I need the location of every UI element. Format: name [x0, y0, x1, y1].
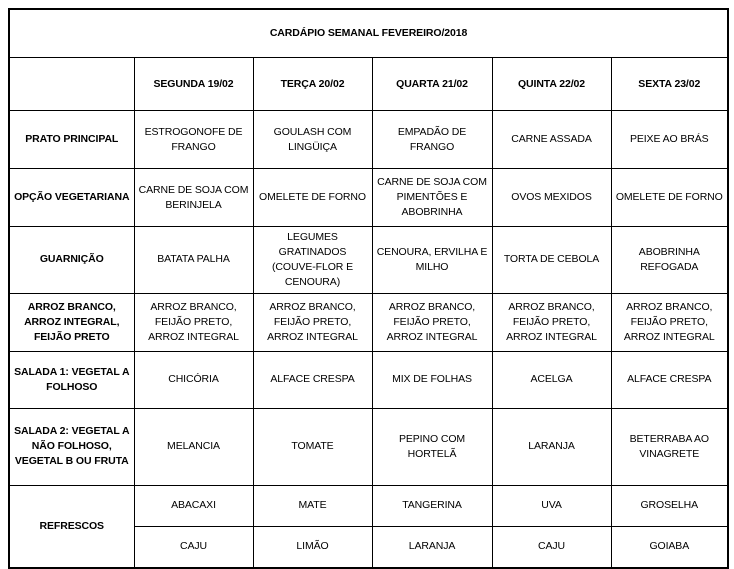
- menu-sheet: CARDÁPIO SEMANAL FEVEREIRO/2018 SEGUNDA …: [8, 8, 730, 569]
- cell-salada2-quinta: LARANJA: [491, 407, 612, 486]
- row-label-arroz-feijao: ARROZ BRANCO, ARROZ INTEGRAL, FEIJÃO PRE…: [8, 292, 135, 352]
- table-row: PRATO PRINCIPAL ESTROGONOFE DE FRANGO GO…: [8, 110, 729, 169]
- cell-refresco2-terca: LIMÃO: [252, 525, 373, 569]
- day-header-quarta: QUARTA 21/02: [371, 57, 493, 111]
- table-row: REFRESCOS ABACAXI MATE TANGERINA UVA GRO…: [8, 484, 729, 569]
- cell-vegetariana-sexta: OMELETE DE FORNO: [610, 168, 729, 227]
- day-header-terca: TERÇA 20/02: [252, 57, 373, 111]
- cell-arroz-segunda: ARROZ BRANCO, FEIJÃO PRETO, ARROZ INTEGR…: [133, 292, 254, 352]
- table-row: SALADA 2: VEGETAL A NÃO FOLHOSO, VEGETAL…: [8, 407, 729, 486]
- weekly-menu-table: CARDÁPIO SEMANAL FEVEREIRO/2018 SEGUNDA …: [8, 8, 730, 569]
- cell-arroz-terca: ARROZ BRANCO, FEIJÃO PRETO, ARROZ INTEGR…: [252, 292, 373, 352]
- cell-salada1-quinta: ACELGA: [491, 350, 612, 409]
- cell-refresco1-quinta: UVA: [491, 484, 612, 527]
- table-row: OPÇÃO VEGETARIANA CARNE DE SOJA COM BERI…: [8, 168, 729, 227]
- cell-guarnicao-quarta: CENOURA, ERVILHA E MILHO: [371, 226, 493, 294]
- cell-prato-terca: GOULASH COM LINGÜIÇA: [252, 110, 373, 169]
- table-row: ARROZ BRANCO, ARROZ INTEGRAL, FEIJÃO PRE…: [8, 292, 729, 352]
- cell-refresco2-quarta: LARANJA: [371, 525, 493, 569]
- cell-refresco1-segunda: ABACAXI: [133, 484, 254, 527]
- cell-guarnicao-segunda: BATATA PALHA: [133, 226, 254, 294]
- cell-salada2-segunda: MELANCIA: [133, 407, 254, 486]
- row-label-guarnicao: GUARNIÇÃO: [8, 226, 135, 294]
- cell-guarnicao-quinta: TORTA DE CEBOLA: [491, 226, 612, 294]
- row-label-prato-principal: PRATO PRINCIPAL: [8, 110, 135, 169]
- day-header-quinta: QUINTA 22/02: [491, 57, 612, 111]
- cell-salada1-sexta: ALFACE CRESPA: [610, 350, 729, 409]
- cell-refresco2-segunda: CAJU: [133, 525, 254, 569]
- header-row: SEGUNDA 19/02 TERÇA 20/02 QUARTA 21/02 Q…: [8, 57, 729, 111]
- row-label-opcao-vegetariana: OPÇÃO VEGETARIANA: [8, 168, 135, 227]
- cell-refresco2-sexta: GOIABA: [610, 525, 729, 569]
- cell-refresco1-quarta: TANGERINA: [371, 484, 493, 527]
- cell-prato-segunda: ESTROGONOFE DE FRANGO: [133, 110, 254, 169]
- table-row: SALADA 1: VEGETAL A FOLHOSO CHICÓRIA ALF…: [8, 350, 729, 409]
- cell-vegetariana-terca: OMELETE DE FORNO: [252, 168, 373, 227]
- cell-arroz-quarta: ARROZ BRANCO, FEIJÃO PRETO, ARROZ INTEGR…: [371, 292, 493, 352]
- page-title: CARDÁPIO SEMANAL FEVEREIRO/2018: [8, 8, 729, 58]
- cell-salada2-sexta: BETERRABA AO VINAGRETE: [610, 407, 729, 486]
- day-header-segunda: SEGUNDA 19/02: [133, 57, 254, 111]
- cell-prato-sexta: PEIXE AO BRÁS: [610, 110, 729, 169]
- cell-arroz-quinta: ARROZ BRANCO, FEIJÃO PRETO, ARROZ INTEGR…: [491, 292, 612, 352]
- cell-guarnicao-terca: LEGUMES GRATINADOS (COUVE-FLOR E CENOURA…: [252, 226, 373, 294]
- cell-salada1-terca: ALFACE CRESPA: [252, 350, 373, 409]
- cell-salada2-terca: TOMATE: [252, 407, 373, 486]
- cell-salada1-segunda: CHICÓRIA: [133, 350, 254, 409]
- row-label-salada-2: SALADA 2: VEGETAL A NÃO FOLHOSO, VEGETAL…: [8, 407, 135, 486]
- cell-arroz-sexta: ARROZ BRANCO, FEIJÃO PRETO, ARROZ INTEGR…: [610, 292, 729, 352]
- cell-prato-quinta: CARNE ASSADA: [491, 110, 612, 169]
- title-row: CARDÁPIO SEMANAL FEVEREIRO/2018: [8, 8, 729, 58]
- row-label-salada-1: SALADA 1: VEGETAL A FOLHOSO: [8, 350, 135, 409]
- cell-vegetariana-quarta: CARNE DE SOJA COM PIMENTÕES E ABOBRINHA: [371, 168, 493, 227]
- cell-prato-quarta: EMPADÃO DE FRANGO: [371, 110, 493, 169]
- cell-guarnicao-sexta: ABOBRINHA REFOGADA: [610, 226, 729, 294]
- cell-salada1-quarta: MIX DE FOLHAS: [371, 350, 493, 409]
- cell-vegetariana-segunda: CARNE DE SOJA COM BERINJELA: [133, 168, 254, 227]
- cell-salada2-quarta: PEPINO COM HORTELÃ: [371, 407, 493, 486]
- cell-refresco1-terca: MATE: [252, 484, 373, 527]
- cell-refresco1-sexta: GROSELHA: [610, 484, 729, 527]
- table-corner-cell: [8, 57, 135, 111]
- cell-vegetariana-quinta: OVOS MEXIDOS: [491, 168, 612, 227]
- day-header-sexta: SEXTA 23/02: [610, 57, 729, 111]
- cell-refresco2-quinta: CAJU: [491, 525, 612, 569]
- table-row: GUARNIÇÃO BATATA PALHA LEGUMES GRATINADO…: [8, 226, 729, 294]
- row-label-refrescos: REFRESCOS: [8, 484, 135, 569]
